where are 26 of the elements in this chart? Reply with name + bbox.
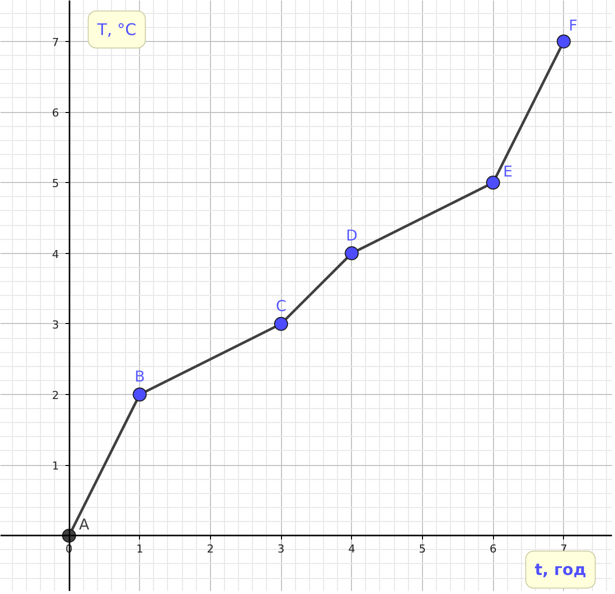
y-axis-title: T, °C: [96, 20, 136, 39]
x-tick-label: 1: [136, 542, 144, 556]
annotation: E: [503, 162, 513, 181]
annotation: C: [276, 296, 286, 315]
y-tick-label: 4: [52, 248, 60, 261]
y-tick-label: 7: [52, 36, 60, 49]
x-tick-label: 4: [348, 542, 356, 556]
point: [274, 316, 288, 331]
x-tick-label: 3: [278, 542, 285, 556]
y-tick-label: 2: [52, 389, 60, 402]
point: [132, 388, 147, 402]
annotation: B: [134, 368, 145, 386]
x-tick-label: 6: [490, 542, 497, 556]
x-axis-title: t, год: [534, 560, 586, 580]
x-tick-label: 5: [418, 542, 426, 556]
point: [556, 34, 571, 48]
y-tick-label: 1: [52, 460, 60, 473]
annotation: A: [79, 516, 90, 534]
point: [486, 176, 500, 190]
annotation: D: [346, 226, 358, 244]
y-tick-label: 5: [52, 177, 60, 190]
x-tick-label: 2: [206, 542, 214, 556]
point: [344, 246, 359, 260]
y-tick-label: 6: [52, 106, 60, 120]
annotation: F: [568, 16, 578, 34]
y-tick-label: 3: [52, 318, 60, 332]
